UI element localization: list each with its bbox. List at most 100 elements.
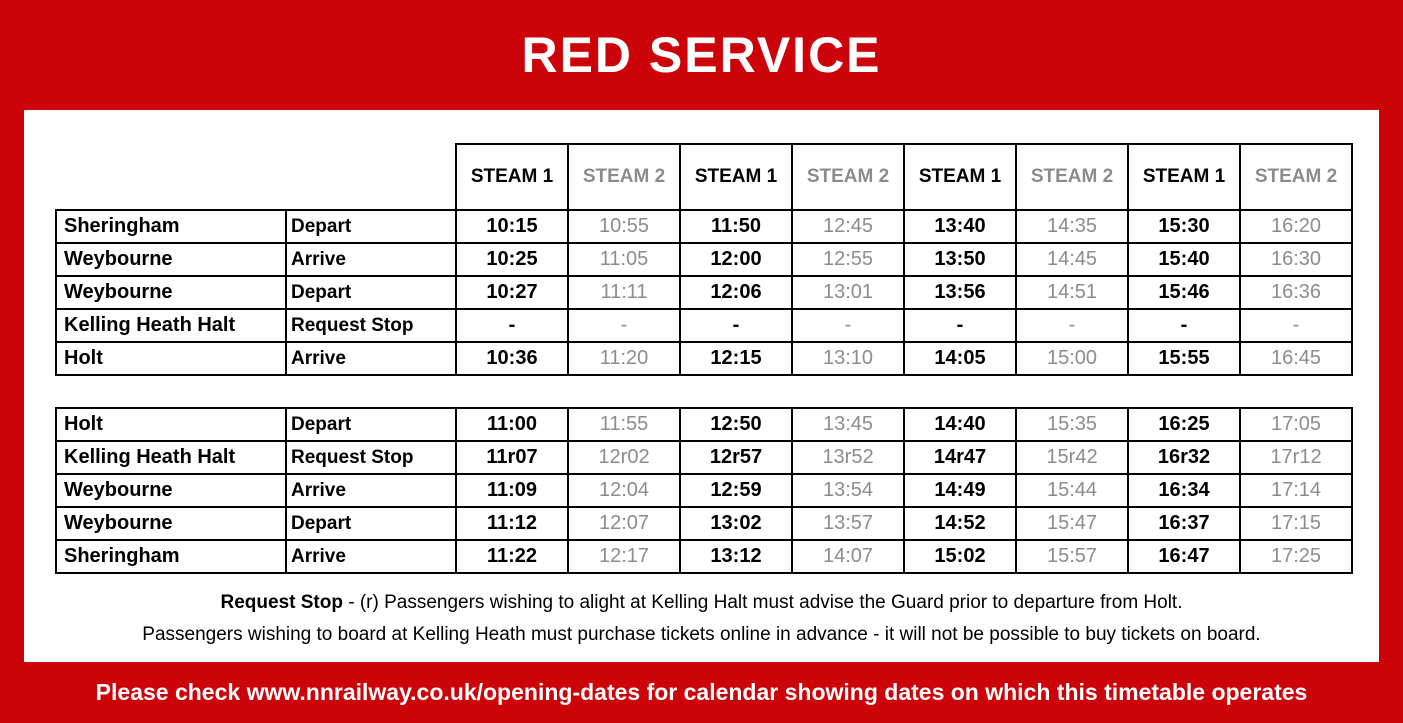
time-cell: 17:25 xyxy=(1239,539,1353,574)
time-cell: 11:05 xyxy=(567,242,681,277)
time-cell: 17:15 xyxy=(1239,506,1353,541)
footer-band: Please check www.nnrailway.co.uk/opening… xyxy=(0,662,1403,723)
station-name: Weybourne xyxy=(55,506,287,541)
table-row: Weybourne Arrive 10:25 11:05 12:00 12:55… xyxy=(55,242,1353,277)
time-cell: - xyxy=(791,308,905,343)
column-header-label: STEAM 1 xyxy=(470,166,554,188)
time-cell: 10:25 xyxy=(455,242,569,277)
table-row: Kelling Heath Halt Request Stop 11r07 12… xyxy=(55,440,1353,475)
time-cell: - xyxy=(679,308,793,343)
time-cell: 17:14 xyxy=(1239,473,1353,508)
column-header-steam-2: STEAM 2 xyxy=(791,143,905,211)
time-cell: 12:15 xyxy=(679,341,793,376)
table-row: Weybourne Depart 11:12 12:07 13:02 13:57… xyxy=(55,506,1353,541)
time-cell: 17:05 xyxy=(1239,407,1353,442)
time-cell: 10:15 xyxy=(455,209,569,244)
time-cell: 12:17 xyxy=(567,539,681,574)
time-cell: 14:45 xyxy=(1015,242,1129,277)
time-cell: 15:55 xyxy=(1127,341,1241,376)
time-cell: 13:45 xyxy=(791,407,905,442)
column-header-label: STEAM 2 xyxy=(582,166,666,187)
column-header-steam-1: STEAM 1 xyxy=(1127,143,1241,211)
time-cell: 14:52 xyxy=(903,506,1017,541)
page-title: RED SERVICE xyxy=(521,27,882,83)
stop-type: Arrive xyxy=(285,473,457,508)
time-cell: 11r07 xyxy=(455,440,569,475)
time-cell: 15:44 xyxy=(1015,473,1129,508)
time-cell: 10:36 xyxy=(455,341,569,376)
time-cell: 11:55 xyxy=(567,407,681,442)
time-cell: - xyxy=(567,308,681,343)
station-name: Sheringham xyxy=(55,539,287,574)
time-cell: 15:02 xyxy=(903,539,1017,574)
time-cell: 15:35 xyxy=(1015,407,1129,442)
request-stop-note-text: - (r) Passengers wishing to alight at Ke… xyxy=(342,592,1183,613)
station-name: Weybourne xyxy=(55,473,287,508)
station-name: Holt xyxy=(55,341,287,376)
time-cell: 15:00 xyxy=(1015,341,1129,376)
time-cell: 11:20 xyxy=(567,341,681,376)
time-cell: 13:57 xyxy=(791,506,905,541)
notes-section: Request Stop - (r) Passengers wishing to… xyxy=(24,592,1379,646)
table-row: Kelling Heath Halt Request Stop - - - - … xyxy=(55,308,1353,343)
time-cell: 16:36 xyxy=(1239,275,1353,310)
station-name: Kelling Heath Halt xyxy=(55,308,287,343)
time-cell: 13:56 xyxy=(903,275,1017,310)
column-header-steam-2: STEAM 2 xyxy=(567,143,681,211)
stop-type: Depart xyxy=(285,275,457,310)
column-header-label: STEAM 1 xyxy=(694,166,778,188)
time-cell: - xyxy=(1239,308,1353,343)
time-cell: 16:20 xyxy=(1239,209,1353,244)
station-name: Kelling Heath Halt xyxy=(55,440,287,475)
column-header-steam-1: STEAM 1 xyxy=(455,143,569,211)
time-cell: 14r47 xyxy=(903,440,1017,475)
time-cell: 17r12 xyxy=(1239,440,1353,475)
stop-type: Depart xyxy=(285,506,457,541)
outbound-table: STEAM 1 STEAM 2 STEAM 1 STEAM 2 STEAM 1 … xyxy=(55,143,1353,376)
column-header-label: STEAM 2 xyxy=(1254,166,1338,187)
time-cell: 16:47 xyxy=(1127,539,1241,574)
footer-text: Please check www.nnrailway.co.uk/opening… xyxy=(95,679,1308,705)
time-cell: 14:35 xyxy=(1015,209,1129,244)
header-spacer xyxy=(56,144,456,210)
time-cell: 13:01 xyxy=(791,275,905,310)
time-cell: 11:50 xyxy=(679,209,793,244)
time-cell: 14:51 xyxy=(1015,275,1129,310)
time-cell: 12:45 xyxy=(791,209,905,244)
stop-type: Arrive xyxy=(285,539,457,574)
stop-type: Arrive xyxy=(285,341,457,376)
stop-type: Request Stop xyxy=(285,440,457,475)
time-cell: 13:40 xyxy=(903,209,1017,244)
column-header-steam-1: STEAM 1 xyxy=(903,143,1017,211)
time-cell: 10:27 xyxy=(455,275,569,310)
time-cell: 12:50 xyxy=(679,407,793,442)
column-header-label: STEAM 2 xyxy=(1030,166,1114,187)
time-cell: 16:30 xyxy=(1239,242,1353,277)
return-table: Holt Depart 11:00 11:55 12:50 13:45 14:4… xyxy=(55,407,1353,574)
time-cell: 14:49 xyxy=(903,473,1017,508)
column-header-steam-1: STEAM 1 xyxy=(679,143,793,211)
time-cell: 15r42 xyxy=(1015,440,1129,475)
table-row: Weybourne Depart 10:27 11:11 12:06 13:01… xyxy=(55,275,1353,310)
header-band: RED SERVICE xyxy=(0,0,1403,110)
time-cell: - xyxy=(1127,308,1241,343)
time-cell: 13:50 xyxy=(903,242,1017,277)
time-cell: 13:54 xyxy=(791,473,905,508)
station-name: Weybourne xyxy=(55,275,287,310)
time-cell: 15:30 xyxy=(1127,209,1241,244)
column-header-steam-2: STEAM 2 xyxy=(1239,143,1353,211)
stop-type: Depart xyxy=(285,209,457,244)
station-name: Sheringham xyxy=(55,209,287,244)
time-cell: 11:11 xyxy=(567,275,681,310)
time-cell: 14:05 xyxy=(903,341,1017,376)
service-header-row: STEAM 1 STEAM 2 STEAM 1 STEAM 2 STEAM 1 … xyxy=(56,143,1353,211)
table-row: Holt Depart 11:00 11:55 12:50 13:45 14:4… xyxy=(55,407,1353,442)
stop-type: Depart xyxy=(285,407,457,442)
time-cell: 15:57 xyxy=(1015,539,1129,574)
time-cell: 12:04 xyxy=(567,473,681,508)
stop-type: Arrive xyxy=(285,242,457,277)
station-name: Holt xyxy=(55,407,287,442)
time-cell: 15:46 xyxy=(1127,275,1241,310)
time-cell: 16:34 xyxy=(1127,473,1241,508)
time-cell: 15:47 xyxy=(1015,506,1129,541)
